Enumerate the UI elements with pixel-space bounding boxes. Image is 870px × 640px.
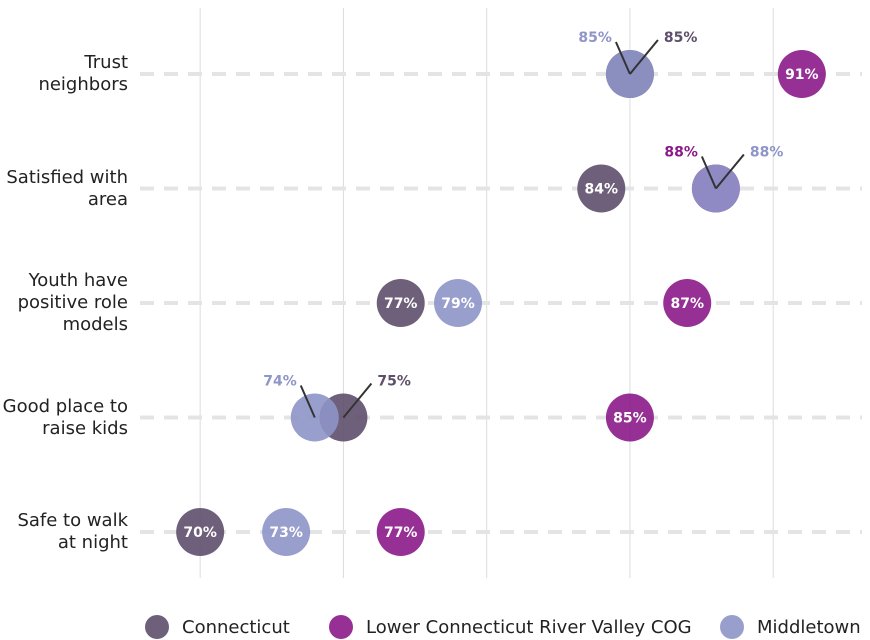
legend-label: Middletown bbox=[757, 617, 861, 638]
leader-line bbox=[299, 385, 316, 418]
category-label: Safe to walk at night bbox=[17, 510, 128, 553]
value-label: 84% bbox=[585, 182, 619, 198]
value-label: 88% bbox=[750, 145, 784, 161]
dot bbox=[376, 508, 425, 556]
value-label: 77% bbox=[384, 525, 418, 541]
legend-swatch bbox=[329, 615, 353, 639]
leader-line bbox=[615, 41, 631, 75]
value-label: 74% bbox=[263, 374, 297, 390]
leader-line bbox=[700, 156, 717, 189]
value-label: 91% bbox=[785, 67, 819, 83]
leader-line bbox=[715, 153, 745, 190]
legend-label: Lower Connecticut River Valley COG bbox=[366, 617, 692, 638]
value-label: 87% bbox=[670, 296, 704, 312]
category-label: Satisfied with area bbox=[6, 166, 128, 210]
dot bbox=[663, 279, 712, 327]
dot bbox=[262, 508, 311, 556]
leader-line bbox=[629, 39, 659, 75]
dot bbox=[176, 508, 225, 556]
value-label: 85% bbox=[578, 30, 612, 46]
leader-line bbox=[342, 382, 373, 419]
category-label: Trust neighbors bbox=[38, 52, 128, 95]
value-label: 73% bbox=[269, 525, 303, 541]
value-label: 85% bbox=[664, 30, 698, 46]
value-label: 70% bbox=[183, 525, 217, 541]
value-label: 77% bbox=[384, 296, 418, 312]
value-label: 85% bbox=[613, 411, 647, 427]
legend-label: Connecticut bbox=[182, 617, 290, 638]
dot bbox=[605, 393, 654, 442]
value-label: 88% bbox=[664, 145, 698, 161]
legend-swatch bbox=[145, 615, 169, 639]
value-label: 79% bbox=[441, 296, 475, 312]
legend-swatch bbox=[720, 615, 744, 639]
category-label: Good place to raise kids bbox=[2, 395, 128, 439]
dot bbox=[434, 279, 483, 327]
dot bbox=[376, 279, 425, 327]
dot bbox=[777, 50, 826, 98]
value-label: 75% bbox=[377, 374, 411, 390]
dot bbox=[577, 164, 626, 213]
category-label: Youth have positive role models bbox=[17, 270, 128, 335]
